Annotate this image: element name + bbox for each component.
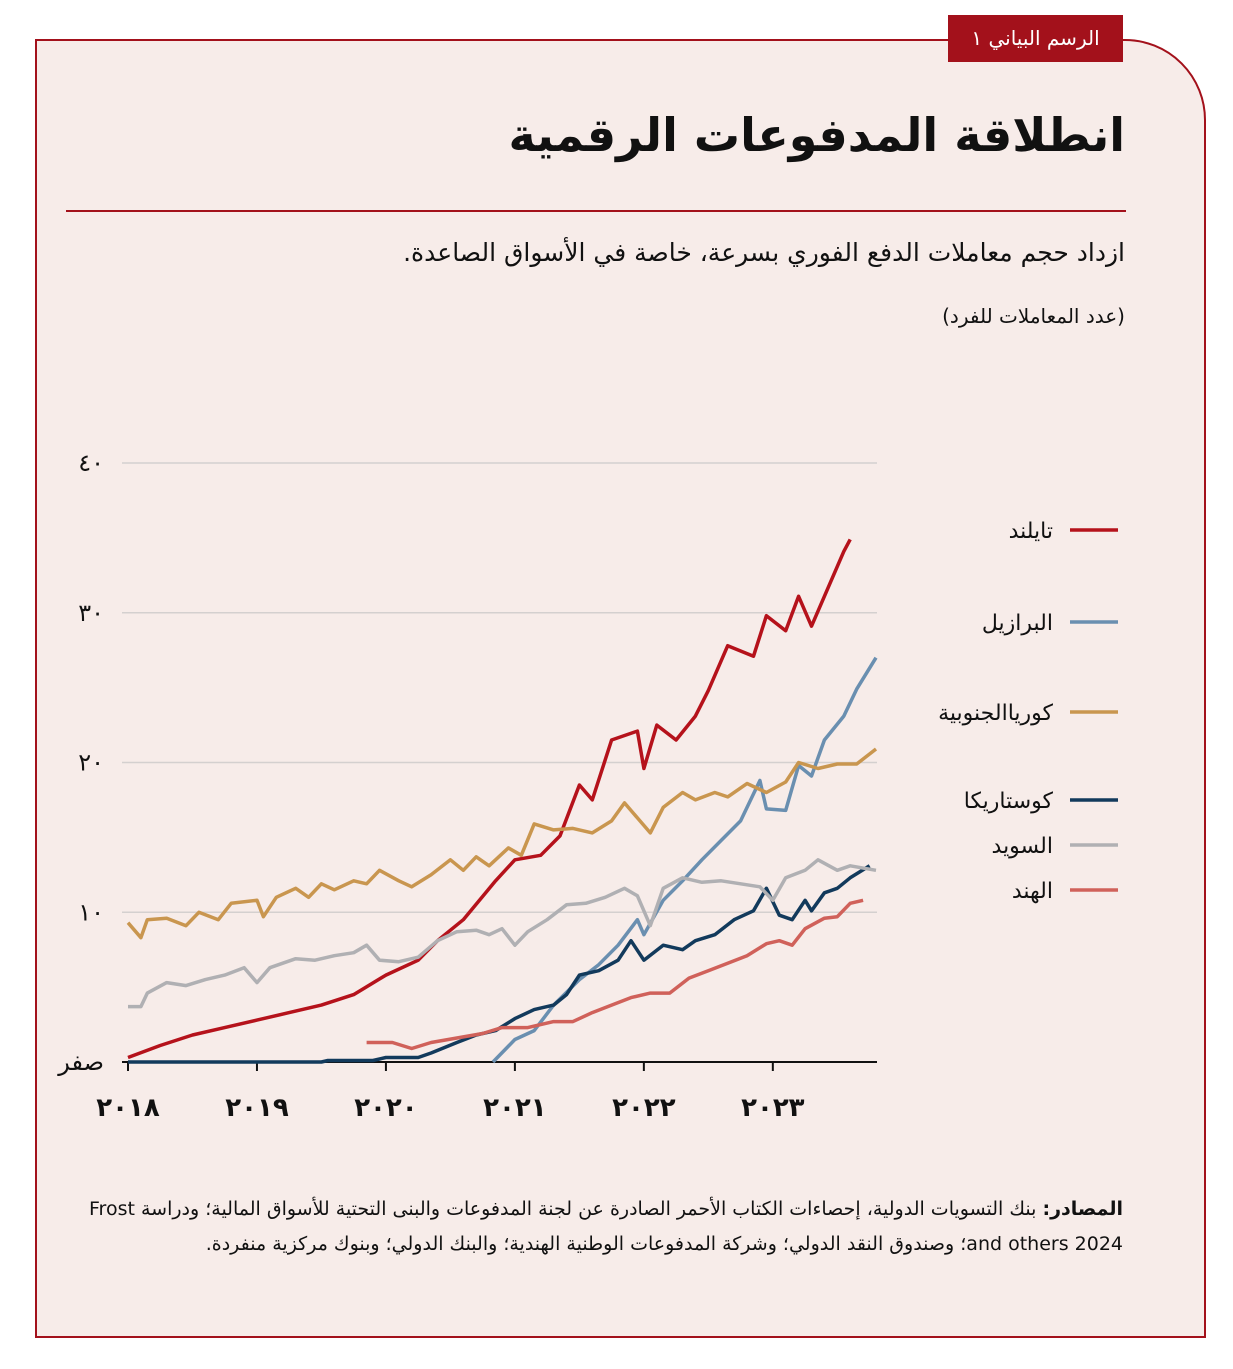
source-label: المصادر: — [1042, 1198, 1123, 1220]
y-axis-label: (عدد المعاملات للفرد) — [942, 304, 1125, 328]
legend-label: كورياالجنوبية — [938, 701, 1053, 726]
chart-tab: الرسم البياني ١ — [948, 15, 1123, 62]
x-tick-label: ٢٠٢٠ — [354, 1093, 417, 1123]
legend-label: كوستاريكا — [964, 789, 1054, 814]
y-tick-label: ٣٠ — [78, 599, 104, 627]
series-line — [366, 898, 864, 1051]
source-text: بنك التسويات الدولية، إحصاءات الكتاب الأ… — [89, 1198, 1123, 1255]
chart-subtitle: ازداد حجم معاملات الدفع الفوري بسرعة، خا… — [403, 238, 1125, 267]
x-tick-label: ٢٠٢١ — [483, 1093, 546, 1123]
x-tick-label: ٢٠١٩ — [225, 1093, 289, 1123]
chart-title: انطلاقة المدفوعات الرقمية — [508, 108, 1125, 162]
y-tick-label: ١٠ — [78, 898, 104, 926]
y-tick-label: ٤٠ — [78, 449, 104, 477]
source-note: المصادر: بنك التسويات الدولية، إحصاءات ا… — [83, 1192, 1123, 1262]
frame — [35, 39, 1206, 1338]
legend-label: السويد — [992, 834, 1053, 859]
legend-label: تايلند — [1009, 519, 1053, 544]
x-tick-label: ٢٠١٨ — [96, 1093, 160, 1123]
legend-label: البرازيل — [982, 611, 1053, 636]
series-line — [128, 864, 871, 1064]
plot-area: صفر ١٠ ٢٠ ٣٠ ٤٠ ٢٠١٨ ٢٠١٩ ٢٠٢٠ ٢٠٢١ ٢٠٢٢ ٢٠٢٣ تايلن… — [57, 449, 1118, 1123]
x-tick-label: ٢٠٢٣ — [741, 1093, 805, 1123]
y-tick-label: صفر — [57, 1048, 104, 1076]
series-line — [128, 858, 877, 1009]
legend-label: الهند — [1012, 879, 1053, 904]
series-line — [127, 538, 852, 1060]
y-tick-label: ٢٠ — [78, 749, 104, 777]
x-tick-label: ٢٠٢٢ — [612, 1093, 676, 1123]
series-line — [126, 747, 878, 940]
